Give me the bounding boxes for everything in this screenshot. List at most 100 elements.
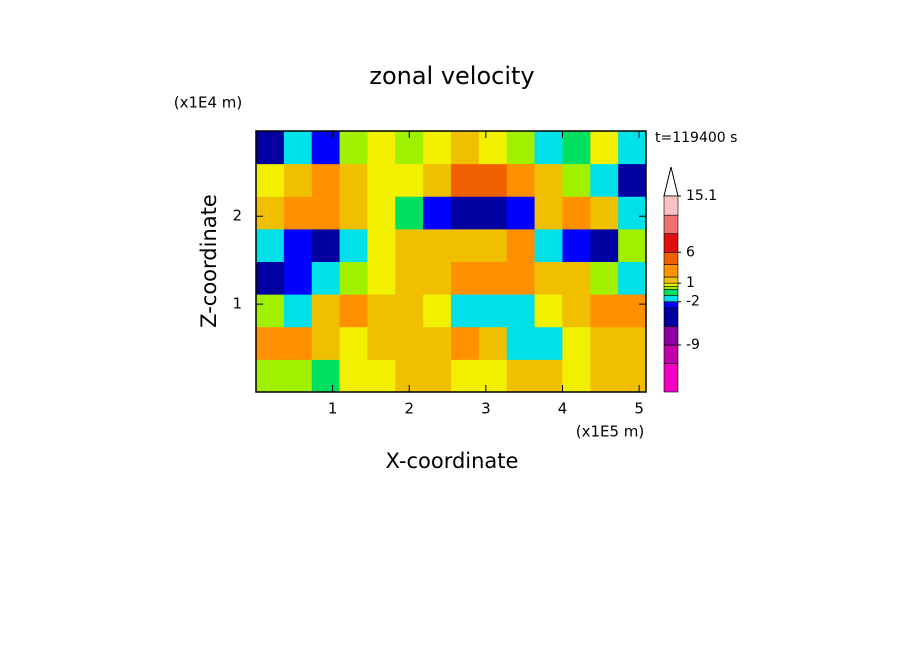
colorbar-segment: [663, 276, 679, 284]
contour-cell: [451, 228, 480, 262]
contour-cell: [339, 163, 368, 197]
colorbar-segment: [663, 301, 679, 309]
contour-cell: [478, 163, 508, 197]
contour-cell: [339, 261, 368, 295]
contour-cell: [451, 131, 480, 165]
x-tick-label: 2: [404, 400, 414, 418]
colorbar-tick-label: 15.1: [686, 188, 717, 204]
contour-cell: [534, 294, 563, 328]
contour-cell: [283, 196, 313, 230]
contour-cell: [618, 196, 647, 230]
annotation: t=119400 s: [655, 130, 737, 146]
contour-cell: [311, 131, 341, 165]
colorbar-segment: [663, 282, 679, 287]
contour-cell: [256, 196, 285, 230]
colorbar-segment: [663, 363, 679, 393]
contour-cell: [256, 163, 285, 197]
colorbar-arrow: [663, 166, 679, 197]
contour-cell: [478, 196, 508, 230]
colorbar-segment: [663, 289, 679, 296]
contour-cell: [367, 163, 396, 197]
x-tick-label: 1: [328, 400, 338, 418]
contour-cell: [506, 326, 536, 360]
contour-cell: [506, 131, 536, 165]
contour-cell: [590, 196, 619, 230]
contour-cell: [423, 261, 452, 295]
contour-cell: [451, 294, 480, 328]
y-tick-label: 1: [232, 295, 242, 313]
contour-cell: [590, 228, 619, 262]
contour-cell: [590, 131, 619, 165]
colorbar-segment: [663, 326, 679, 346]
contour-cell: [618, 294, 647, 328]
contour-cell: [283, 228, 313, 262]
contour-cell: [562, 196, 591, 230]
colorbar-segment: [663, 344, 679, 364]
contour-cell: [339, 228, 368, 262]
contour-cell: [423, 163, 452, 197]
contour-cell: [367, 359, 396, 393]
contour-cell: [339, 196, 368, 230]
contour-cell: [506, 228, 536, 262]
contour-cell: [311, 326, 341, 360]
contour-cell: [283, 294, 313, 328]
contour-cell: [562, 261, 591, 295]
contour-cell: [423, 196, 452, 230]
colorbar-tick-label: 6: [686, 244, 695, 260]
contour-cell: [590, 261, 619, 295]
contour-cell: [590, 326, 619, 360]
contour-cell: [395, 326, 424, 360]
contour-cell: [618, 326, 647, 360]
colorbar-segment: [663, 295, 679, 303]
contour-cell: [562, 359, 591, 393]
contour-cell: [451, 359, 480, 393]
x-tick-label: 3: [481, 400, 491, 418]
colorbar-tick-label: -9: [686, 337, 700, 353]
contour-cell: [311, 294, 341, 328]
contour-cell: [562, 326, 591, 360]
contour-cell: [590, 359, 619, 393]
colorbar-tick-label: 1: [686, 275, 695, 291]
contour-cell: [618, 261, 647, 295]
contour-cell: [534, 326, 563, 360]
contour-cell: [590, 163, 619, 197]
contour-cell: [395, 163, 424, 197]
contour-cell: [367, 294, 396, 328]
colorbar-segment: [663, 264, 679, 278]
contour-cell: [256, 294, 285, 328]
colorbar-segment: [663, 195, 679, 216]
contour-cell: [423, 294, 452, 328]
x-tick-label: 5: [634, 400, 644, 418]
contour-cell: [423, 131, 452, 165]
x-unit-label: (x1E5 m): [576, 423, 645, 441]
y-unit-label: (x1E4 m): [174, 94, 243, 112]
x-tick-label: 4: [558, 400, 568, 418]
contour-cell: [256, 261, 285, 295]
contour-cell: [506, 294, 536, 328]
contour-cell: [367, 261, 396, 295]
contour-cell: [367, 326, 396, 360]
contour-cell: [283, 261, 313, 295]
contour-cell: [562, 228, 591, 262]
colorbar-segment: [663, 285, 679, 290]
colorbar-tick-label: -2: [686, 294, 700, 310]
chart-title: zonal velocity: [369, 62, 534, 90]
contour-cell: [423, 359, 452, 393]
contour-cell: [506, 261, 536, 295]
contour-cell: [506, 359, 536, 393]
contour-cell: [534, 228, 563, 262]
contour-cell: [395, 261, 424, 295]
plot-frame: [255, 130, 647, 393]
contour-cell: [283, 163, 313, 197]
contour-cell: [478, 131, 508, 165]
colorbar-segment: [663, 251, 679, 265]
contour-cell: [478, 326, 508, 360]
contour-cell: [451, 326, 480, 360]
colorbar-segment: [663, 307, 679, 327]
contour-cell: [618, 228, 647, 262]
contour-cell: [311, 261, 341, 295]
contour-cell: [283, 326, 313, 360]
contour-cell: [395, 196, 424, 230]
contour-cell: [311, 163, 341, 197]
contour-cell: [339, 294, 368, 328]
